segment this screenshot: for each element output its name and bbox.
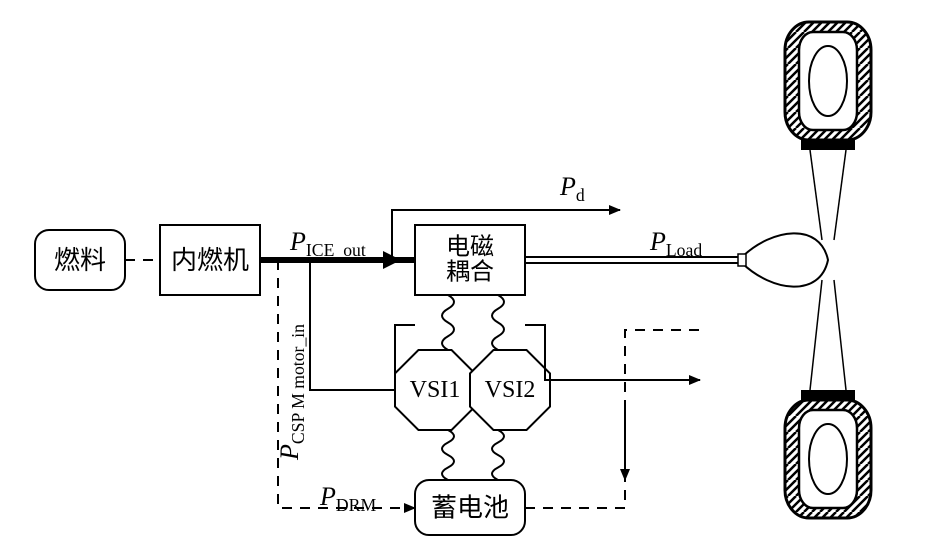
svg-text:VSI1: VSI1 <box>410 377 461 403</box>
svg-text:电磁耦合: 电磁耦合 <box>446 233 494 285</box>
svg-text:燃料: 燃料 <box>54 246 106 275</box>
svg-text:VSI2: VSI2 <box>485 377 536 403</box>
svg-text:蓄电池: 蓄电池 <box>431 493 509 522</box>
svg-text:内燃机: 内燃机 <box>171 246 249 275</box>
